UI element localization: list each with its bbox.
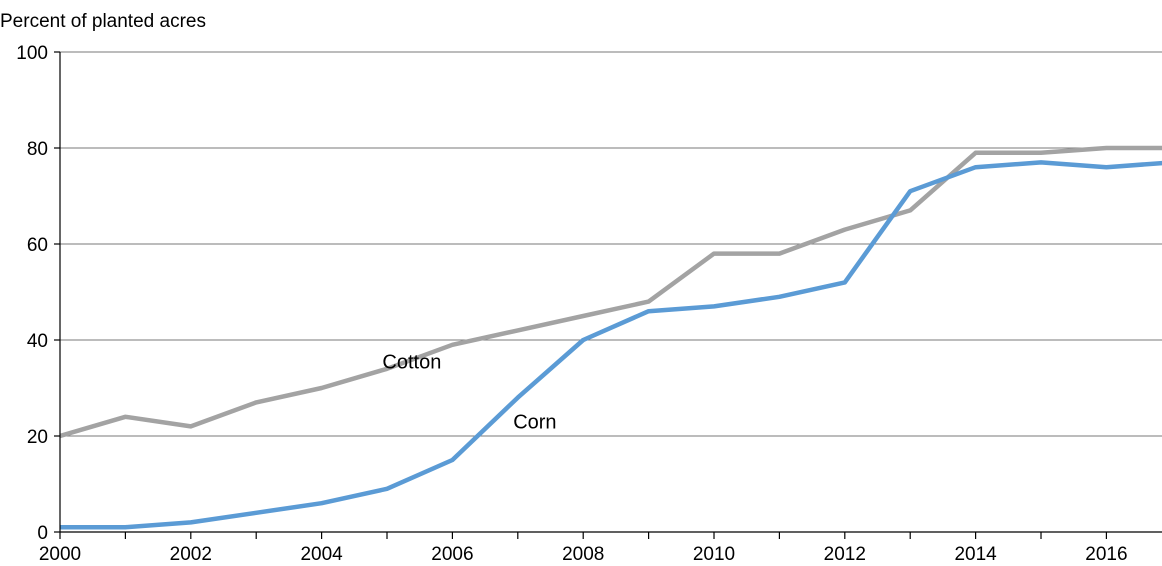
x-tick-label: 2014	[954, 544, 997, 565]
x-tick-label: 2002	[170, 544, 212, 565]
x-tick-label: 2010	[693, 544, 735, 565]
y-axis-title: Percent of planted acres	[0, 11, 206, 32]
series-lines	[60, 145, 1162, 530]
x-tick-label: 2006	[431, 544, 473, 565]
series-label-corn: Corn	[513, 412, 556, 434]
y-tick-label: 100	[16, 43, 48, 64]
y-tick-label: 40	[27, 331, 48, 352]
x-tick-label: 2000	[39, 544, 81, 565]
gridlines	[60, 51, 1162, 437]
corn-series-line	[60, 160, 1162, 530]
x-tick-label: 2012	[824, 544, 866, 565]
x-tick-label: 2008	[562, 544, 604, 565]
x-tick-label: 2004	[300, 544, 343, 565]
series-labels: Cotton Corn	[382, 352, 556, 434]
y-tick-label: 80	[27, 139, 48, 160]
y-axis-ticks: 0 20 40 60 80 100	[16, 43, 48, 544]
axes	[54, 51, 1162, 539]
cotton-series-line	[60, 145, 1162, 439]
y-tick-label: 60	[27, 235, 48, 256]
series-label-cotton: Cotton	[382, 352, 441, 374]
y-tick-label: 0	[37, 523, 48, 544]
y-tick-label: 20	[27, 427, 48, 448]
x-axis-ticks: 2000 2002 2004 2006 2008 2010 2012 2014 2016	[39, 544, 1128, 565]
x-tick-label: 2016	[1085, 544, 1127, 565]
